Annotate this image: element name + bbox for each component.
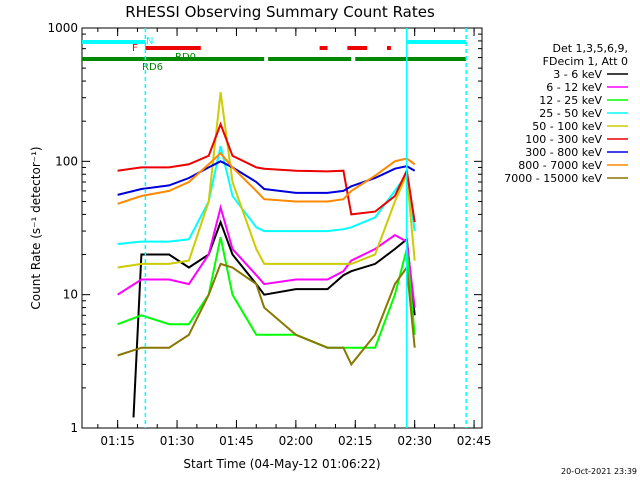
x-tick-label: 01:15: [100, 434, 135, 448]
legend-label: 12 - 25 keV: [539, 94, 602, 107]
series-line: [117, 203, 416, 308]
legend-header: FDecim 1, Att 0: [543, 55, 628, 68]
legend-header: Det 1,3,5,6,9,: [552, 42, 628, 55]
series-line: [117, 160, 416, 196]
legend-label: 25 - 50 keV: [539, 107, 602, 120]
y-tick-label: 1000: [47, 21, 78, 35]
legend-label: 7000 - 15000 keV: [504, 172, 602, 185]
series-line: [117, 151, 416, 205]
series-line: [117, 121, 416, 223]
legend-label: 800 - 7000 keV: [518, 159, 602, 172]
plot-area: [81, 27, 483, 429]
legend-label: 3 - 6 keV: [553, 68, 602, 81]
legend-label: 300 - 800 keV: [525, 146, 602, 159]
legend-label: 50 - 100 keV: [532, 120, 602, 133]
x-tick-label: 02:45: [457, 434, 492, 448]
y-tick-label: 10: [63, 288, 78, 302]
tick-marks: 01:15 01:30 01:45 02:00 02:15 02:30 02:45 1 10 10…: [47, 21, 491, 448]
flag-label: N: [146, 36, 153, 47]
y-tick-label: 100: [55, 154, 78, 168]
x-tick-label: 02:00: [279, 434, 314, 448]
flag-label: RD0: [175, 52, 196, 63]
count-rate-series: [117, 92, 416, 418]
flag-label: F: [132, 43, 138, 54]
legend-label: 100 - 300 keV: [525, 133, 602, 146]
flag-label: RD6: [142, 62, 163, 73]
series-line: [132, 219, 416, 418]
series-line: [117, 145, 416, 245]
x-tick-label: 02:15: [338, 434, 373, 448]
series-line: [117, 92, 416, 269]
chart-title: RHESSI Observing Summary Count Rates: [125, 3, 435, 21]
x-tick-label: 01:30: [160, 434, 195, 448]
series-line: [117, 236, 416, 349]
legend: Det 1,3,5,6,9,FDecim 1, Att 03 - 6 keV6 …: [504, 42, 628, 185]
timestamp: 20-Oct-2021 23:39: [561, 467, 637, 476]
x-tick-label: 01:45: [219, 434, 254, 448]
attenuator-lines: [144, 28, 467, 428]
observing-flags: NF RD0 RD6: [82, 36, 467, 73]
x-axis-label: Start Time (04-May-12 01:06:22): [183, 457, 380, 471]
series-line: [117, 262, 416, 367]
legend-label: 6 - 12 keV: [546, 81, 602, 94]
y-axis-label: Count Rate (s⁻¹ detector⁻¹): [29, 146, 43, 309]
x-tick-label: 02:30: [397, 434, 432, 448]
y-tick-label: 1: [70, 421, 78, 435]
